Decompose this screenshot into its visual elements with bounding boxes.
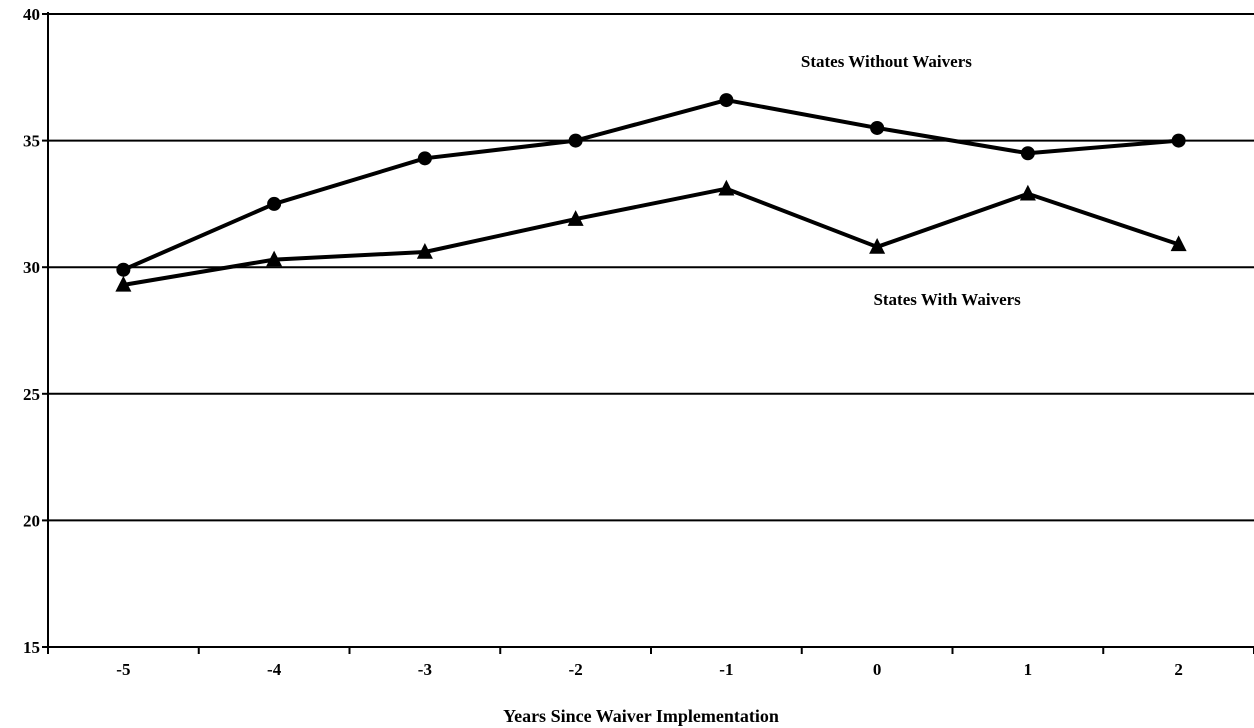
data-point-triangle	[567, 210, 584, 226]
data-point-circle	[417, 151, 432, 166]
data-point-triangle	[416, 243, 433, 259]
series-line-1	[123, 186, 1180, 287]
y-tick-label: 15	[23, 638, 40, 657]
series-group	[115, 93, 1187, 292]
y-tick-label: 25	[23, 385, 40, 404]
x-tick-label: -5	[116, 660, 130, 679]
data-point-circle	[267, 196, 282, 211]
data-point-circle	[116, 262, 131, 277]
data-point-circle	[1020, 146, 1035, 161]
data-point-triangle	[1019, 184, 1036, 201]
series-label-with-waivers: States With Waivers	[873, 290, 1021, 309]
x-axis-ticks: -5 -4 -3 -2 -1 0 1 2	[47, 647, 1254, 679]
y-tick-label: 40	[23, 5, 40, 24]
x-tick-label: -1	[719, 660, 733, 679]
data-point-triangle	[266, 250, 283, 267]
data-point-circle	[1171, 133, 1186, 148]
y-axis-ticks: 15 20 25 30 35 40	[23, 5, 48, 657]
x-tick-label: -4	[267, 660, 282, 679]
data-point-triangle	[718, 179, 735, 196]
gridlines	[48, 13, 1254, 522]
x-tick-label: 0	[873, 660, 882, 679]
series-label-without-waivers: States Without Waivers	[801, 52, 972, 71]
y-tick-label: 30	[23, 258, 40, 277]
data-point-triangle	[869, 237, 886, 254]
x-tick-label: 2	[1174, 660, 1183, 679]
data-point-triangle	[1170, 235, 1187, 252]
y-tick-label: 20	[23, 511, 40, 530]
data-point-triangle	[115, 275, 132, 292]
axes	[47, 12, 1254, 648]
x-tick-label: -2	[569, 660, 583, 679]
data-point-circle	[870, 120, 885, 135]
x-tick-label: -3	[418, 660, 432, 679]
series-line-0	[122, 98, 1179, 272]
x-tick-label: 1	[1024, 660, 1033, 679]
y-tick-label: 35	[23, 132, 40, 151]
data-point-circle	[719, 93, 734, 108]
data-point-circle	[568, 133, 583, 148]
x-axis-title: Years Since Waiver Implementation	[503, 706, 779, 726]
